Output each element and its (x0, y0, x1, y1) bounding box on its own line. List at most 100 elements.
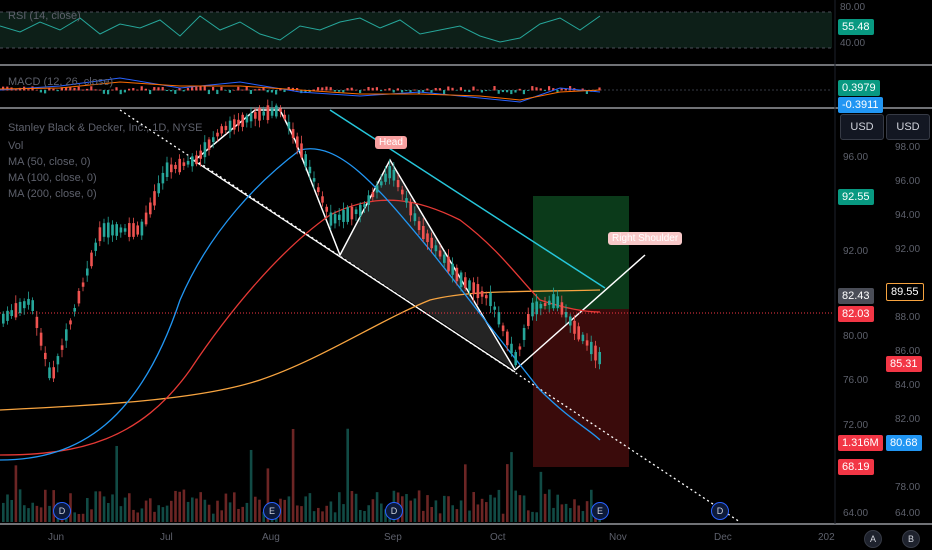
candle (27, 298, 30, 305)
candle (308, 166, 312, 174)
macd-hist-bar (39, 90, 42, 93)
head-label[interactable]: Head (375, 136, 407, 149)
candle (123, 228, 127, 232)
candle (270, 107, 274, 116)
macd-hist-bar (493, 86, 496, 91)
time-label: Dec (714, 532, 732, 543)
log-scale-button[interactable]: B (902, 530, 920, 548)
candle (438, 250, 442, 257)
candle (367, 195, 370, 205)
volume-bar (283, 499, 286, 522)
macd-hist-bar (506, 90, 509, 93)
macd-line (0, 77, 601, 103)
candle (464, 277, 467, 289)
currency-button-1[interactable]: USD (840, 114, 884, 140)
macd-hist-bar (384, 89, 387, 91)
volume-bar (333, 512, 337, 522)
macd-hist-bar (464, 90, 467, 92)
candle (128, 223, 131, 237)
candle (2, 313, 5, 324)
price-tick: 80.00 (843, 331, 869, 342)
macd-hist-bar (182, 90, 185, 92)
macd-hist-bar (556, 90, 559, 93)
volume-bar (119, 506, 123, 522)
candle (384, 173, 387, 182)
earnings-marker[interactable]: E (263, 502, 281, 520)
candle (14, 303, 18, 318)
legend-ma100[interactable]: MA (100, close, 0) (8, 172, 97, 184)
macd-hist-bar (548, 86, 551, 91)
candle (212, 137, 215, 142)
volume-bar (501, 513, 505, 522)
macd-hist-bar (107, 90, 110, 95)
legend-ma200[interactable]: MA (200, close, 0) (8, 188, 97, 200)
candle (161, 172, 165, 184)
candle (422, 226, 425, 239)
volume-bar (476, 504, 480, 522)
legend-vol[interactable]: Vol (8, 140, 24, 152)
candle (140, 221, 144, 236)
volume-bar (14, 465, 18, 522)
macd-hist-bar (81, 89, 84, 91)
macd-hist-bar (216, 90, 219, 95)
candle (564, 312, 568, 318)
candle (178, 158, 181, 173)
macd-hist-bar (65, 87, 68, 91)
legend-ma50[interactable]: MA (50, close, 0) (8, 156, 91, 168)
volume-bar (291, 428, 295, 522)
macd-hist-bar (312, 89, 315, 91)
volume-bar (472, 492, 475, 522)
macd-hist-bar (434, 87, 437, 91)
price-tick-right: 98.00 (895, 142, 921, 153)
volume-bar (182, 489, 186, 522)
candle (338, 214, 341, 220)
candle (522, 328, 526, 340)
volume-bar (203, 499, 207, 522)
macd-hist-bar (459, 87, 462, 91)
dividend-marker[interactable]: D (711, 502, 729, 520)
macd-hist-bar (518, 88, 521, 91)
price-tick-right: 94.00 (895, 210, 921, 221)
candle (60, 345, 64, 350)
volume-bar (350, 491, 354, 522)
candle (258, 108, 261, 121)
dividend-marker[interactable]: D (385, 502, 403, 520)
candle (65, 329, 68, 341)
candle (329, 212, 333, 226)
macd-hist-bar (367, 86, 370, 91)
time-label: Nov (609, 532, 627, 543)
macd-hist-bar (354, 89, 357, 91)
candle (249, 113, 253, 122)
candle (56, 356, 60, 365)
candle (443, 254, 446, 263)
candle (35, 316, 39, 328)
volume-bar (434, 500, 438, 522)
volume-bar (422, 510, 425, 522)
macd-hist-bar (350, 87, 353, 91)
currency-button-2[interactable]: USD (886, 114, 930, 140)
macd-hist-bar (233, 89, 236, 91)
macd-hist-bar (409, 90, 412, 93)
auto-scale-button[interactable]: A (864, 530, 882, 548)
volume-bar (552, 507, 555, 522)
candle (119, 227, 123, 233)
macd-hist-bar (564, 88, 567, 91)
symbol-title[interactable]: Stanley Black & Decker, Inc., 1D, NYSE (8, 122, 203, 134)
candle (531, 302, 534, 317)
volume-bar (191, 497, 194, 522)
candle (174, 164, 177, 169)
volume-bar (132, 509, 135, 522)
candle (455, 267, 459, 282)
dividend-marker[interactable]: D (53, 502, 71, 520)
volume-bar (94, 491, 97, 522)
earnings-marker[interactable]: E (591, 502, 609, 520)
price-tick-right: 84.00 (895, 380, 921, 391)
candle (569, 316, 572, 326)
right-shoulder-label[interactable]: Right Shoulder (608, 232, 683, 245)
candle (296, 136, 299, 148)
candle (111, 224, 114, 236)
volume-bar (266, 468, 270, 522)
volume-bar (224, 493, 228, 522)
